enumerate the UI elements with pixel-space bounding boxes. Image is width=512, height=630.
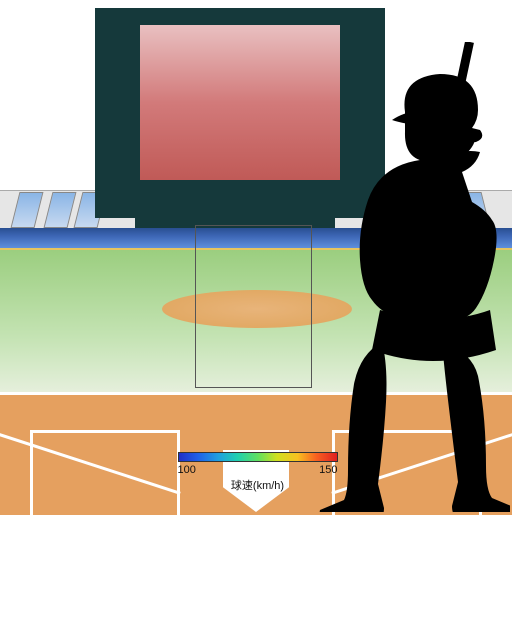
colorbar-gradient [178,452,338,462]
batters-box-left [30,430,180,630]
batter-silhouette [270,42,510,512]
pitch-chart: 100 150 球速(km/h) [0,0,512,512]
colorbar-label: 球速(km/h) [175,477,340,493]
colorbar-ticks: 100 150 [178,464,338,476]
speed-colorbar: 100 150 球速(km/h) [175,452,340,497]
tick-label: 150 [319,464,337,476]
tick-label: 100 [178,464,196,476]
